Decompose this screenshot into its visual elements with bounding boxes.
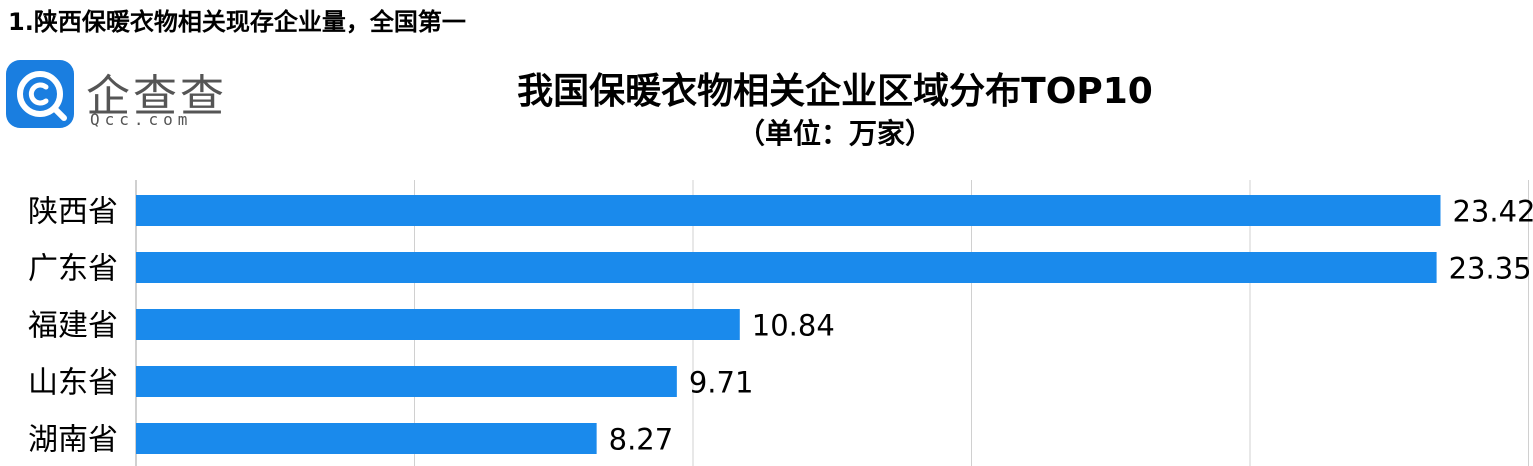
data-label: 9.71 <box>689 366 754 400</box>
bar <box>136 252 1437 283</box>
category-label: 陕西省 <box>28 195 118 230</box>
category-label: 山东省 <box>28 366 118 401</box>
logo-brand-name: 企查查 <box>86 71 227 122</box>
data-label: 8.27 <box>609 423 674 457</box>
bar <box>136 195 1441 226</box>
data-label: 10.84 <box>752 309 835 343</box>
qcc-logo-icon <box>6 60 74 128</box>
category-label: 湖南省 <box>28 423 118 458</box>
category-label: 广东省 <box>28 252 118 287</box>
chart-subtitle: （单位：万家） <box>736 117 933 150</box>
category-label: 福建省 <box>28 309 118 344</box>
bar <box>136 309 740 340</box>
data-label: 23.42 <box>1452 195 1533 229</box>
logo-domain: Qcc.com <box>90 110 193 129</box>
qcc-logo: 企查查 Qcc.com <box>6 60 246 134</box>
bar <box>136 366 677 397</box>
bar <box>136 423 597 454</box>
page-heading: 1.陕西保暖衣物相关现存企业量，全国第一 <box>8 8 466 36</box>
chart-title: 我国保暖衣物相关企业区域分布TOP10 <box>517 71 1153 112</box>
data-label: 23.35 <box>1449 252 1532 286</box>
